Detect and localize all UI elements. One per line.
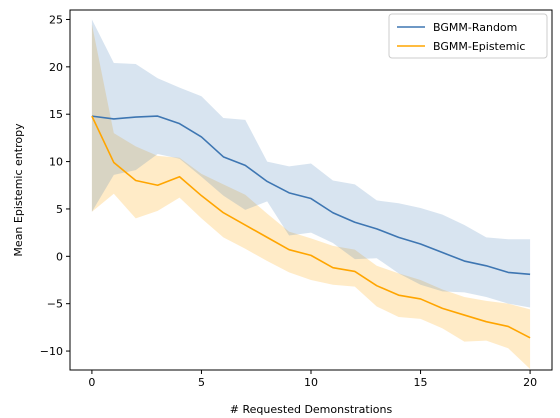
y-tick-label: 15 xyxy=(49,108,63,121)
x-tick-label: 15 xyxy=(414,376,428,389)
y-tick-label: 10 xyxy=(49,156,63,169)
y-tick-label: 5 xyxy=(56,203,63,216)
plot-area xyxy=(69,9,553,371)
y-tick-label: 25 xyxy=(49,13,63,26)
y-tick-label: 20 xyxy=(49,61,63,74)
x-tick-label: 5 xyxy=(198,376,205,389)
x-tick-label: 10 xyxy=(304,376,318,389)
band-bgmm-epistemic xyxy=(91,24,531,370)
y-tick-label: 0 xyxy=(56,250,63,263)
y-tick-label: −10 xyxy=(40,345,63,358)
legend-box xyxy=(388,13,548,59)
x-axis-ticks: 0 5 10 15 20 xyxy=(88,370,537,389)
line-bgmm-random xyxy=(91,115,531,276)
x-tick-label: 20 xyxy=(523,376,537,389)
series-lines xyxy=(91,115,531,339)
x-axis-label: # Requested Demonstrations xyxy=(230,403,393,416)
x-tick-label: 0 xyxy=(88,376,95,389)
confidence-bands xyxy=(91,19,531,370)
y-axis-label: Mean Epistemic entropy xyxy=(12,123,25,257)
legend-label-bgmm-random: BGMM-Random xyxy=(433,21,517,34)
line-bgmm-epistemic xyxy=(91,115,531,339)
legend: BGMM-Random BGMM-Epistemic xyxy=(388,13,548,59)
legend-label-bgmm-epistemic: BGMM-Epistemic xyxy=(433,40,525,53)
y-tick-label: −5 xyxy=(47,298,63,311)
y-axis-ticks: −10 −5 0 5 10 15 20 25 xyxy=(40,13,70,358)
band-bgmm-random xyxy=(91,19,531,308)
